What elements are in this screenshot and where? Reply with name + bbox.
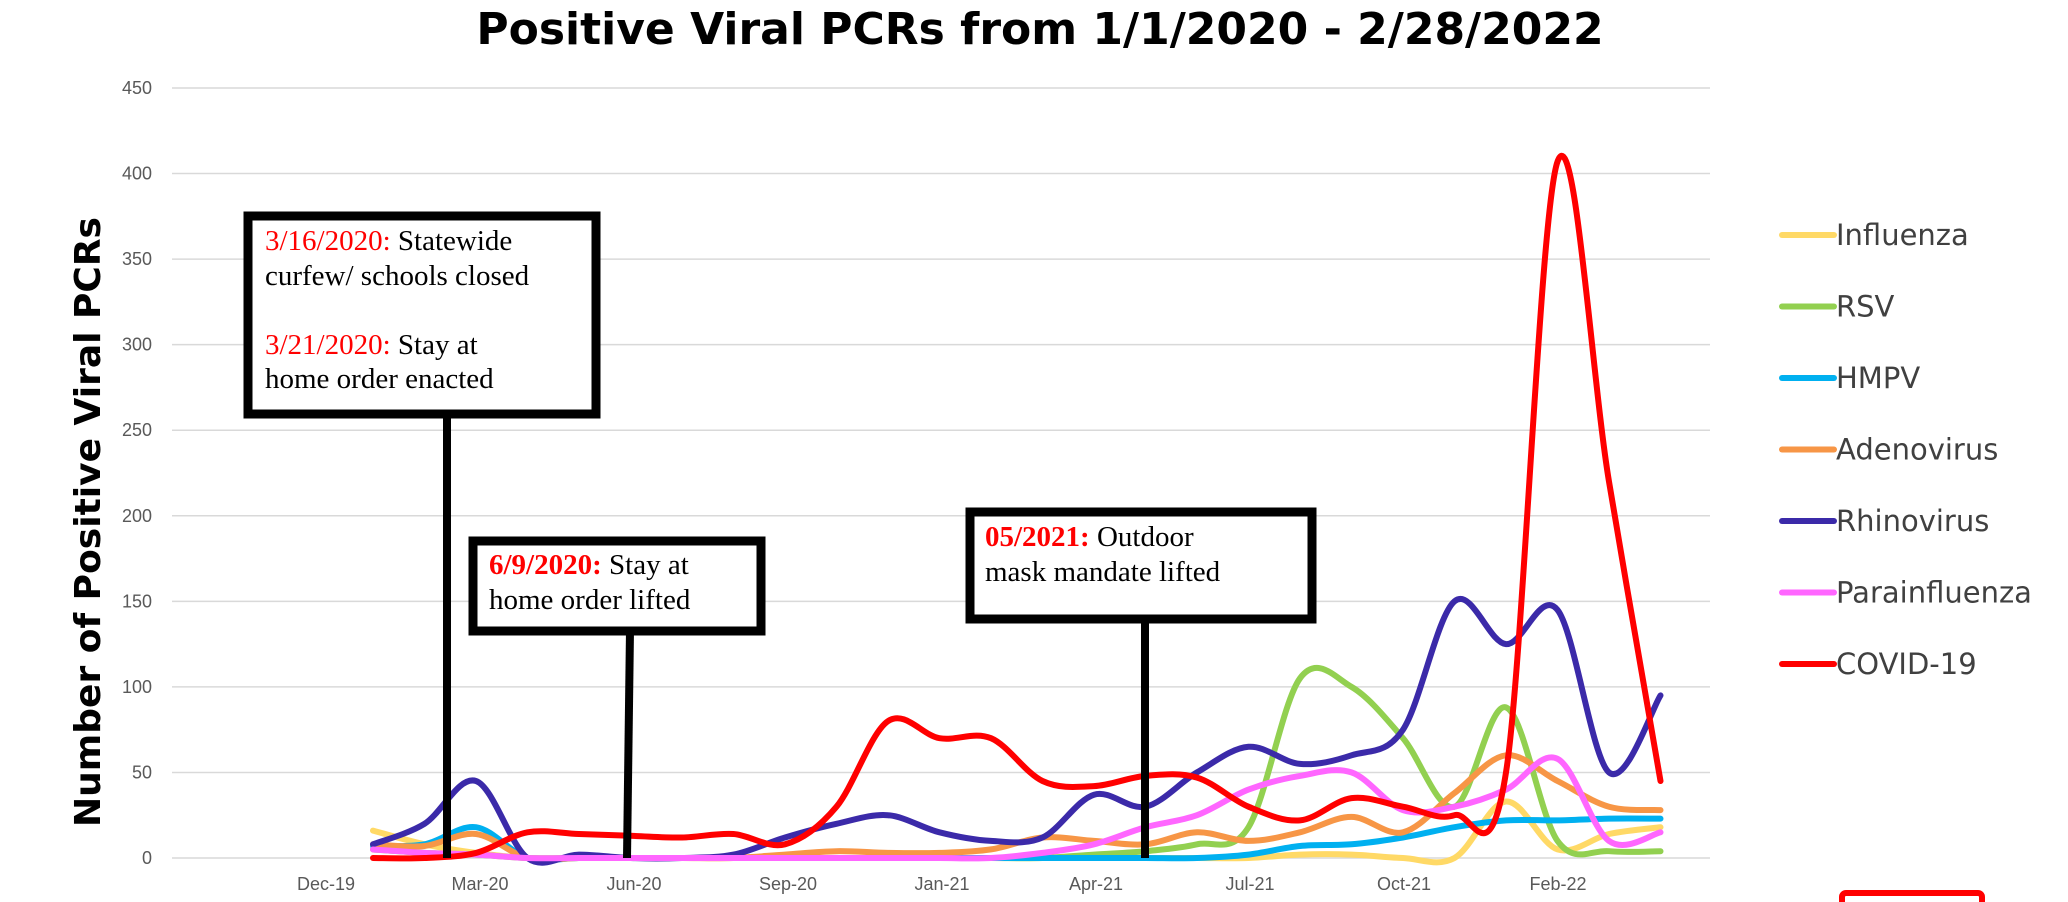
y-tick-label: 0 <box>142 848 152 868</box>
callout-curfew-line2: curfew/ schools closed <box>265 260 530 292</box>
x-tick-label: Feb-22 <box>1529 874 1586 894</box>
callout-order-lifted-box <box>468 536 766 636</box>
callout-mask-box <box>965 507 1317 624</box>
callout-mask-line1: 05/2021: Outdoor <box>985 521 1194 553</box>
y-tick-label: 400 <box>122 164 152 184</box>
y-ticks: 0 50 100 150 200 250 300 350 400 450 <box>122 78 152 868</box>
series-line-parainfluenza <box>370 754 1664 862</box>
callout-mask-line2: mask mandate lifted <box>985 556 1221 588</box>
callout-curfew-text1: Statewide <box>391 225 513 257</box>
y-tick-label: 250 <box>122 420 152 440</box>
x-tick-label: Mar-20 <box>451 874 508 894</box>
callout-order-lifted-line1: 6/9/2020: Stay at <box>489 549 689 581</box>
legend: Influenza RSV HMPV Adenovirus Rhinovirus Para… <box>1779 218 2032 681</box>
corner-decoration <box>1839 890 1985 902</box>
legend-label-hmpv: HMPV <box>1836 361 1920 395</box>
y-tick-label: 50 <box>132 762 152 782</box>
callout-order-lifted-text: Stay at <box>602 549 689 581</box>
x-tick-label: Jul-21 <box>1225 874 1274 894</box>
x-tick-label: Oct-21 <box>1377 874 1431 894</box>
callout-curfew-line3: 3/21/2020: Stay at <box>265 329 478 361</box>
y-tick-label: 200 <box>122 506 152 526</box>
callout-order-lifted: 6/9/2020: Stay at home order lifted <box>468 536 766 859</box>
series-lines <box>370 152 1664 866</box>
callout-mask: 05/2021: Outdoor mask mandate lifted <box>965 507 1317 858</box>
callout-curfew-line1: 3/16/2020: Statewide <box>265 225 512 257</box>
callout-curfew-text2: Stay at <box>391 329 478 361</box>
x-tick-label: Dec-19 <box>297 874 355 894</box>
x-tick-label: Jan-21 <box>914 874 969 894</box>
callout-curfew-line4: home order enacted <box>265 363 494 395</box>
legend-label-rhinovirus: Rhinovirus <box>1836 504 1989 538</box>
callout-order-lifted-pointer <box>623 629 634 859</box>
y-axis-label: Number of Positive Viral PCRs <box>68 217 109 827</box>
x-tick-label: Jun-20 <box>606 874 661 894</box>
callout-order-lifted-line2: home order lifted <box>489 584 691 616</box>
series-line-rhinovirus <box>370 596 1664 866</box>
callout-mask-date: 05/2021: <box>985 521 1090 553</box>
x-tick-label: Sep-20 <box>759 874 817 894</box>
callout-order-lifted-date: 6/9/2020: <box>489 549 602 581</box>
x-tick-label: Apr-21 <box>1069 874 1123 894</box>
x-ticks: Dec-19 Mar-20 Jun-20 Sep-20 Jan-21 Apr-21 Jul-… <box>297 874 1587 894</box>
y-tick-label: 350 <box>122 249 152 269</box>
legend-label-adenovirus: Adenovirus <box>1836 433 1998 467</box>
grid-lines <box>172 87 1710 859</box>
y-tick-label: 150 <box>122 591 152 611</box>
y-tick-label: 450 <box>122 78 152 98</box>
callout-curfew-date2: 3/21/2020: <box>265 329 391 361</box>
callout-mask-text: Outdoor <box>1090 521 1194 553</box>
chart-title: Positive Viral PCRs from 1/1/2020 - 2/28… <box>476 4 1603 55</box>
legend-label-influenza: Influenza <box>1836 218 1969 252</box>
legend-label-covid-19: COVID-19 <box>1836 647 1977 681</box>
y-tick-label: 100 <box>122 677 152 697</box>
callout-curfew-box <box>243 211 601 419</box>
callout-curfew-date1: 3/16/2020: <box>265 225 391 257</box>
callout-curfew: 3/16/2020: Statewide curfew/ schools clo… <box>243 211 601 858</box>
y-tick-label: 300 <box>122 335 152 355</box>
legend-label-rsv: RSV <box>1836 290 1895 324</box>
legend-label-parainfluenza: Parainfluenza <box>1836 576 2032 610</box>
